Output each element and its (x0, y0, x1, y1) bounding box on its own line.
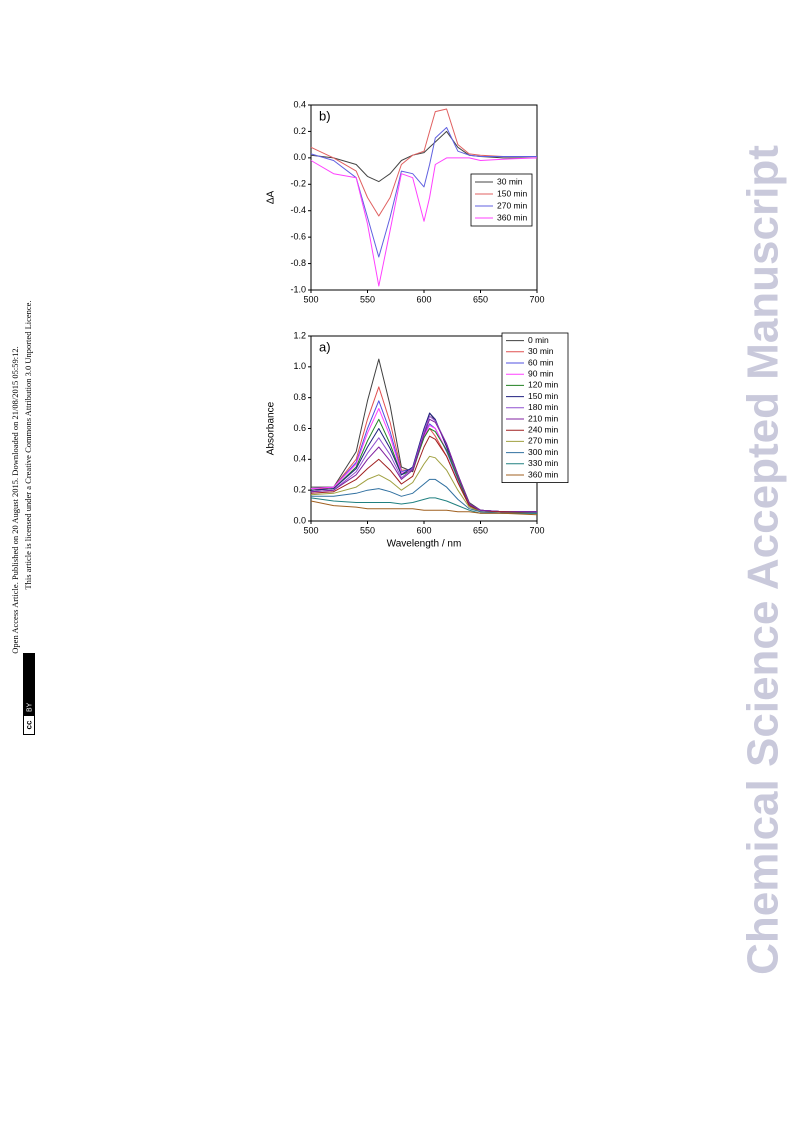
badge-cc-bg (24, 716, 34, 734)
x-tick-label: 650 (473, 525, 488, 535)
x-tick-label: 600 (416, 525, 431, 535)
legend-label: 210 min (528, 413, 559, 423)
legend-label: 60 min (528, 357, 554, 367)
license-notice: This article is licensed under a Creativ… (23, 300, 33, 589)
legend-label: 270 min (497, 200, 528, 210)
legend-label: 30 min (528, 346, 554, 356)
y-tick-label: 0.2 (293, 485, 306, 495)
y-axis-label-group: Absorbance (266, 401, 277, 455)
watermark: Chemical Science Accepted Manuscript (739, 145, 788, 975)
legend-label: 150 min (497, 188, 528, 198)
badge-bg (23, 653, 35, 735)
legend-label: 180 min (528, 402, 559, 412)
y-tick-label: 1.0 (293, 361, 306, 371)
x-tick-label: 600 (416, 294, 431, 304)
legend-label: 360 min (497, 212, 528, 222)
x-tick-label: 700 (529, 294, 544, 304)
data-line (310, 455, 537, 514)
panel-label: b) (319, 108, 331, 123)
x-tick-label: 550 (360, 525, 375, 535)
data-line (310, 127, 537, 258)
badge-cc: cc (25, 720, 34, 729)
data-line (310, 157, 538, 287)
data-line (310, 418, 537, 513)
legend-box (470, 173, 533, 227)
license-line: Open Access Article. Published on 20 Aug… (10, 346, 20, 653)
legend-label: 120 min (528, 380, 559, 390)
license-notice: Open Access Article. Published on 20 Aug… (10, 346, 20, 653)
data-line (310, 500, 538, 516)
y-tick-label: 0.4 (293, 99, 306, 109)
data-line (310, 497, 537, 514)
legend-label: 300 min (528, 447, 559, 457)
y-tick-label: 0.6 (293, 423, 306, 433)
data-line (310, 108, 537, 217)
y-tick-label: 0.0 (293, 152, 306, 162)
x-tick-label: 500 (303, 294, 318, 304)
y-tick-label: 0.8 (293, 392, 306, 402)
y-tick-label: 1.2 (293, 330, 306, 340)
legend-label: 0 min (528, 335, 549, 345)
y-axis-label: ΔA (266, 191, 277, 205)
y-tick-label: -0.2 (290, 179, 306, 189)
legend-label: 270 min (528, 436, 559, 446)
license-line: This article is licensed under a Creativ… (23, 300, 33, 589)
y-tick-label: -1.0 (290, 284, 306, 294)
y-tick-label: 0.2 (293, 126, 306, 136)
y-axis-label-group: ΔA (266, 191, 277, 205)
y-tick-label: 0.0 (293, 515, 306, 525)
panel-label: a) (319, 339, 331, 354)
data-line (310, 435, 538, 514)
legend-label: 90 min (528, 368, 554, 378)
x-tick-label: 650 (473, 294, 488, 304)
watermark-text: Chemical Science Accepted Manuscript (739, 145, 788, 975)
y-tick-label: -0.6 (290, 232, 306, 242)
legend-label: 360 min (528, 469, 559, 479)
badge-by: BY (26, 702, 33, 712)
x-tick-label: 500 (303, 525, 318, 535)
x-tick-label: 700 (529, 525, 544, 535)
cc-badge: cc BY (23, 653, 35, 735)
data-line (311, 478, 537, 514)
y-tick-label: -0.4 (290, 205, 306, 215)
y-tick-label: -0.8 (290, 258, 306, 268)
x-axis-label: Wavelength / nm (387, 539, 462, 550)
legend-label: 30 min (497, 176, 523, 186)
legend-label: 330 min (528, 458, 559, 468)
legend-label: 150 min (528, 391, 559, 401)
y-axis-label: Absorbance (266, 401, 277, 455)
x-tick-label: 550 (360, 294, 375, 304)
y-tick-label: 0.4 (293, 454, 306, 464)
legend-label: 240 min (528, 424, 559, 434)
